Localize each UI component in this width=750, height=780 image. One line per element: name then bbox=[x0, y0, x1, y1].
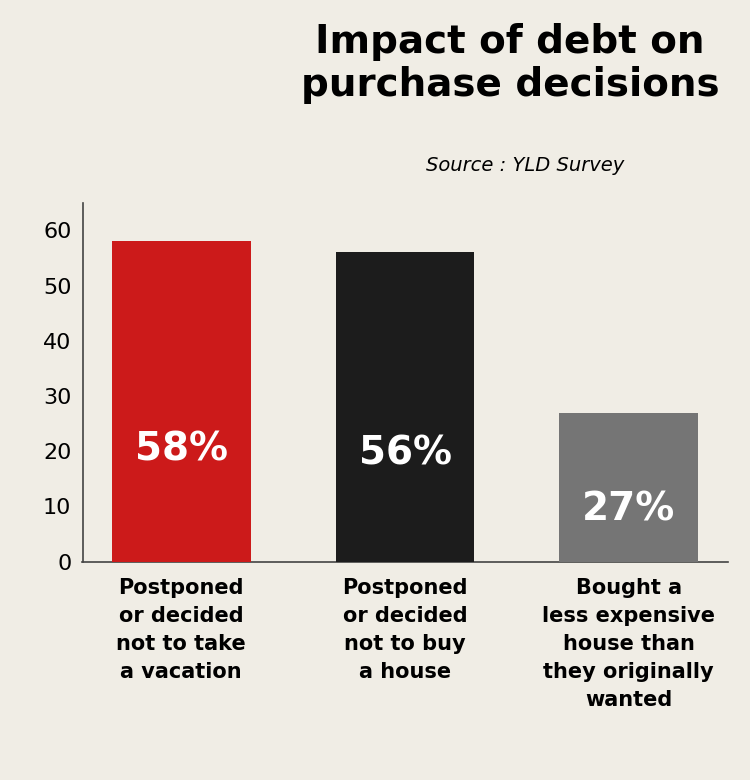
Text: Source : YLD Survey: Source : YLD Survey bbox=[426, 156, 624, 175]
Text: 27%: 27% bbox=[582, 491, 676, 528]
Text: 58%: 58% bbox=[135, 431, 228, 469]
Bar bbox=[560, 413, 698, 562]
Bar bbox=[112, 242, 251, 562]
Bar bbox=[335, 253, 475, 562]
Text: 56%: 56% bbox=[358, 434, 452, 473]
Text: Impact of debt on
purchase decisions: Impact of debt on purchase decisions bbox=[301, 23, 719, 104]
